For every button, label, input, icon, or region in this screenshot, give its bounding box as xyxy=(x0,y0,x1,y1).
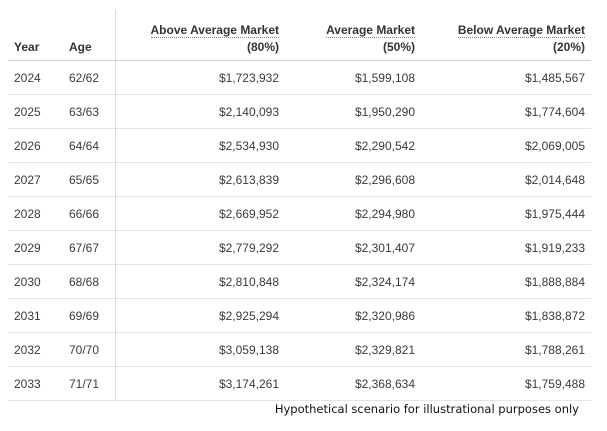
cell-age: 64/64 xyxy=(63,128,115,163)
cell-year: 2024 xyxy=(8,60,63,95)
projection-table: Year Age Above Average Market (80%) Aver… xyxy=(8,10,591,401)
cell-average: $2,296,608 xyxy=(285,162,421,197)
cell-age: 67/67 xyxy=(63,230,115,265)
header-age: Age xyxy=(63,10,115,61)
cell-year: 2030 xyxy=(8,264,63,299)
cell-above-average: $3,059,138 xyxy=(114,332,285,367)
table-body: 2024 62/62 $1,723,932 $1,599,108 $1,485,567 2… xyxy=(8,60,591,401)
header-below-average-market[interactable]: Below Average Market (20%) xyxy=(421,10,591,61)
cell-year: 2025 xyxy=(8,94,63,129)
cell-above-average: $2,810,848 xyxy=(114,264,285,299)
header-above-percent: (80%) xyxy=(246,40,279,54)
header-below-percent: (20%) xyxy=(552,40,585,54)
table-row: 2028 66/66 $2,669,952 $2,294,980 $1,975,444 xyxy=(8,196,591,231)
cell-age: 71/71 xyxy=(63,366,115,401)
table-row: 2027 65/65 $2,613,839 $2,296,608 $2,014,648 xyxy=(8,162,591,197)
cell-average: $2,294,980 xyxy=(285,196,421,231)
cell-age: 62/62 xyxy=(63,60,115,95)
cell-below-average: $1,485,567 xyxy=(421,60,591,95)
cell-average: $1,950,290 xyxy=(285,94,421,129)
cell-year: 2027 xyxy=(8,162,63,197)
cell-age: 68/68 xyxy=(63,264,115,299)
cell-above-average: $2,669,952 xyxy=(114,196,285,231)
cell-above-average: $3,174,261 xyxy=(114,366,285,401)
cell-below-average: $1,838,872 xyxy=(421,298,591,333)
cell-average: $2,290,542 xyxy=(285,128,421,163)
cell-above-average: $2,925,294 xyxy=(114,298,285,333)
cell-average: $2,324,174 xyxy=(285,264,421,299)
table-header: Year Age Above Average Market (80%) Aver… xyxy=(8,10,591,61)
table-row: 2033 71/71 $3,174,261 $2,368,634 $1,759,488 xyxy=(8,366,591,401)
cell-above-average: $2,534,930 xyxy=(114,128,285,163)
cell-above-average: $2,779,292 xyxy=(114,230,285,265)
header-row: Year Age Above Average Market (80%) Aver… xyxy=(8,10,591,61)
cell-age: 66/66 xyxy=(63,196,115,231)
table-row: 2031 69/69 $2,925,294 $2,320,986 $1,838,872 xyxy=(8,298,591,333)
table-row: 2029 67/67 $2,779,292 $2,301,407 $1,919,233 xyxy=(8,230,591,265)
cell-below-average: $1,759,488 xyxy=(421,366,591,401)
header-below-title[interactable]: Below Average Market xyxy=(457,23,585,38)
cell-average: $2,320,986 xyxy=(285,298,421,333)
cell-average: $2,301,407 xyxy=(285,230,421,265)
table-row: 2032 70/70 $3,059,138 $2,329,821 $1,788,261 xyxy=(8,332,591,367)
header-average-market[interactable]: Average Market (50%) xyxy=(285,10,421,61)
disclaimer-footnote: Hypothetical scenario for illustrational… xyxy=(274,402,579,416)
cell-below-average: $2,014,648 xyxy=(421,162,591,197)
cell-above-average: $2,140,093 xyxy=(114,94,285,129)
cell-age: 63/63 xyxy=(63,94,115,129)
cell-above-average: $1,723,932 xyxy=(114,60,285,95)
cell-year: 2032 xyxy=(8,332,63,367)
cell-above-average: $2,613,839 xyxy=(114,162,285,197)
cell-below-average: $1,888,884 xyxy=(421,264,591,299)
projection-table-container: Year Age Above Average Market (80%) Aver… xyxy=(8,10,591,401)
cell-below-average: $1,975,444 xyxy=(421,196,591,231)
cell-below-average: $1,788,261 xyxy=(421,332,591,367)
cell-year: 2033 xyxy=(8,366,63,401)
header-above-average-market[interactable]: Above Average Market (80%) xyxy=(114,10,285,61)
cell-below-average: $1,774,604 xyxy=(421,94,591,129)
cell-below-average: $2,069,005 xyxy=(421,128,591,163)
cell-average: $1,599,108 xyxy=(285,60,421,95)
cell-year: 2028 xyxy=(8,196,63,231)
cell-age: 65/65 xyxy=(63,162,115,197)
table-row: 2024 62/62 $1,723,932 $1,599,108 $1,485,567 xyxy=(8,60,591,95)
table-row: 2030 68/68 $2,810,848 $2,324,174 $1,888,884 xyxy=(8,264,591,299)
header-average-percent: (50%) xyxy=(382,40,415,54)
cell-average: $2,329,821 xyxy=(285,332,421,367)
cell-year: 2031 xyxy=(8,298,63,333)
cell-year: 2029 xyxy=(8,230,63,265)
header-average-title[interactable]: Average Market xyxy=(326,23,415,38)
cell-age: 70/70 xyxy=(63,332,115,367)
cell-age: 69/69 xyxy=(63,298,115,333)
cell-year: 2026 xyxy=(8,128,63,163)
header-above-title[interactable]: Above Average Market xyxy=(150,23,279,38)
cell-average: $2,368,634 xyxy=(285,366,421,401)
table-row: 2026 64/64 $2,534,930 $2,290,542 $2,069,005 xyxy=(8,128,591,163)
table-row: 2025 63/63 $2,140,093 $1,950,290 $1,774,604 xyxy=(8,94,591,129)
header-year: Year xyxy=(8,10,63,61)
cell-below-average: $1,919,233 xyxy=(421,230,591,265)
